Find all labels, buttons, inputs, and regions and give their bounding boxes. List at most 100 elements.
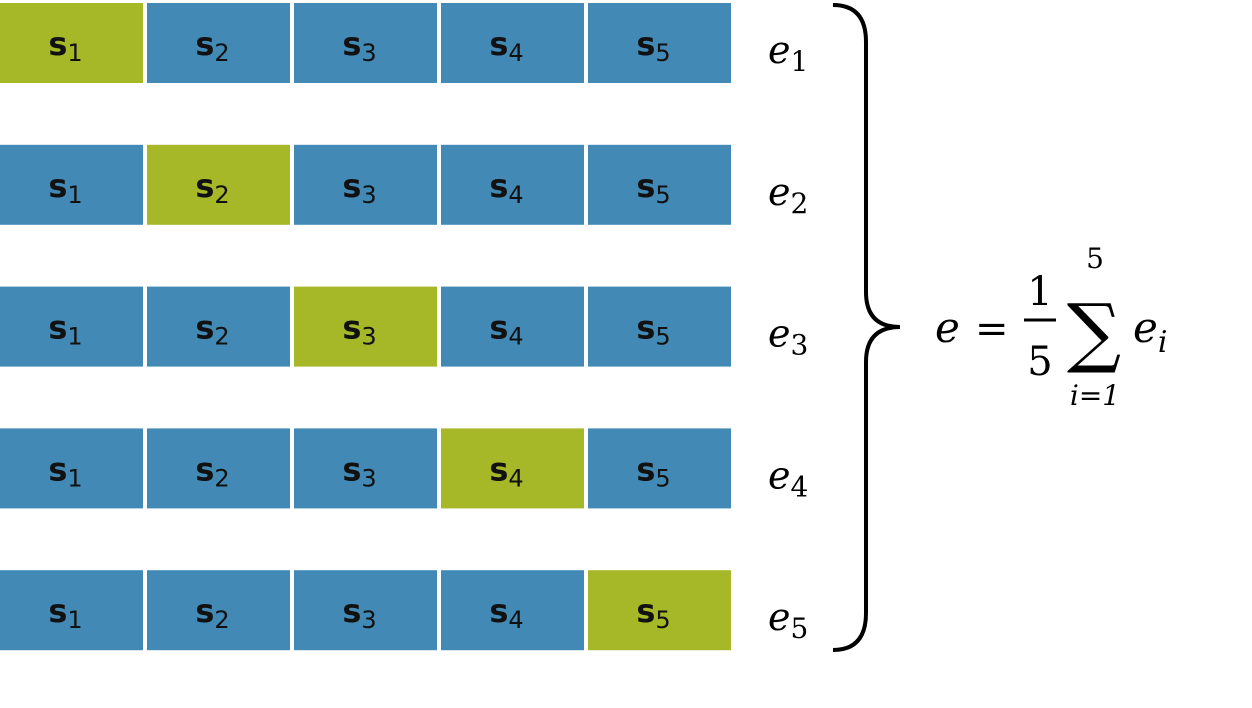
fold-label: s4 xyxy=(489,167,523,209)
fold-sub: 1 xyxy=(67,606,82,634)
fold-cell xyxy=(0,286,143,367)
fold-letter: s xyxy=(48,167,67,205)
fold-sub: 5 xyxy=(655,464,670,492)
fold-cell xyxy=(0,428,143,509)
fold-sub: 5 xyxy=(655,323,670,351)
fold-sub: 3 xyxy=(361,464,376,492)
fold-label: s1 xyxy=(48,167,82,209)
fold-cell xyxy=(294,3,437,83)
fold-label: s3 xyxy=(342,592,376,634)
error-sub: 5 xyxy=(791,612,809,645)
fold-letter: s xyxy=(636,167,655,205)
formula-lhs: e xyxy=(935,303,960,352)
fold-cell xyxy=(588,428,731,509)
fold-label: s5 xyxy=(636,450,670,492)
brace xyxy=(832,3,901,652)
error-letter: e xyxy=(768,170,791,214)
formula-denominator: 5 xyxy=(1027,339,1052,385)
fold-cell xyxy=(0,570,143,651)
fold-cell xyxy=(147,570,290,651)
fold-letter: s xyxy=(195,309,214,347)
fold-label: s5 xyxy=(636,167,670,209)
error-label: e1 xyxy=(768,28,808,78)
fold-label: s5 xyxy=(636,592,670,634)
fold-cell xyxy=(441,144,584,225)
fold-letter: s xyxy=(342,167,361,205)
fold-label: s3 xyxy=(342,309,376,351)
fold-label: s1 xyxy=(48,309,82,351)
fold-label: s4 xyxy=(489,25,523,67)
fold-sub: 5 xyxy=(655,606,670,634)
fold-cell xyxy=(0,144,143,225)
error-sub: 4 xyxy=(791,470,809,503)
fold-sub: 4 xyxy=(508,323,523,351)
fold-sub: 4 xyxy=(508,181,523,209)
fold-cell xyxy=(441,570,584,651)
term-sub: i xyxy=(1158,325,1168,360)
error-label: e2 xyxy=(768,170,808,220)
error-letter: e xyxy=(768,453,791,497)
fold-letter: s xyxy=(48,450,67,488)
fold-cell xyxy=(294,286,437,367)
error-sub: 2 xyxy=(791,187,809,220)
fold-sub: 3 xyxy=(361,181,376,209)
fold-label: s3 xyxy=(342,25,376,67)
fold-sub: 2 xyxy=(214,181,229,209)
fold-sub: 2 xyxy=(214,39,229,67)
fold-cell xyxy=(294,144,437,225)
fold-sub: 3 xyxy=(361,606,376,634)
fold-label: s1 xyxy=(48,25,82,67)
fold-cell xyxy=(294,570,437,651)
formula-sum: ∑ xyxy=(1067,287,1121,376)
fold-cell xyxy=(147,3,290,83)
fold-letter: s xyxy=(489,309,508,347)
fold-sub: 4 xyxy=(508,606,523,634)
fold-letter: s xyxy=(489,167,508,205)
fold-cell xyxy=(441,3,584,83)
fold-sub: 1 xyxy=(67,181,82,209)
fold-letter: s xyxy=(342,450,361,488)
fold-letter: s xyxy=(636,592,655,630)
error-sub: 1 xyxy=(791,45,809,78)
formula-term: ei xyxy=(1133,303,1167,360)
fold-label: s4 xyxy=(489,450,523,492)
fold-cell xyxy=(441,428,584,509)
fold-cell xyxy=(147,428,290,509)
fold-letter: s xyxy=(195,167,214,205)
fold-sub: 1 xyxy=(67,464,82,492)
fold-sub: 3 xyxy=(361,323,376,351)
fold-sub: 2 xyxy=(214,464,229,492)
fold-letter: s xyxy=(636,450,655,488)
error-label: e3 xyxy=(768,312,808,362)
fold-letter: s xyxy=(195,592,214,630)
fold-sub: 2 xyxy=(214,606,229,634)
fold-letter: s xyxy=(489,450,508,488)
error-sub: 3 xyxy=(791,329,809,362)
fold-label: s2 xyxy=(195,25,229,67)
fold-letter: s xyxy=(636,25,655,63)
fold-cell xyxy=(588,3,731,83)
fold-cell xyxy=(588,286,731,367)
fold-cell xyxy=(441,286,584,367)
fold-label: s5 xyxy=(636,309,670,351)
fold-label: s2 xyxy=(195,167,229,209)
fold-sub: 5 xyxy=(655,39,670,67)
fold-label: s2 xyxy=(195,450,229,492)
fold-label: s4 xyxy=(489,309,523,351)
fold-letter: s xyxy=(195,25,214,63)
fold-letter: s xyxy=(489,25,508,63)
formula: e = 1 5 ∑ 5 i=1 ei xyxy=(935,242,1167,412)
fold-sub: 1 xyxy=(67,323,82,351)
fold-cell xyxy=(147,286,290,367)
fold-cell xyxy=(588,570,731,651)
fold-letter: s xyxy=(342,592,361,630)
fold-label: s1 xyxy=(48,592,82,634)
fold-label: s3 xyxy=(342,450,376,492)
fold-sub: 4 xyxy=(508,39,523,67)
fold-sub: 5 xyxy=(655,181,670,209)
fold-letter: s xyxy=(195,450,214,488)
fold-label: s1 xyxy=(48,450,82,492)
fold-label: s4 xyxy=(489,592,523,634)
fold-letter: s xyxy=(48,25,67,63)
